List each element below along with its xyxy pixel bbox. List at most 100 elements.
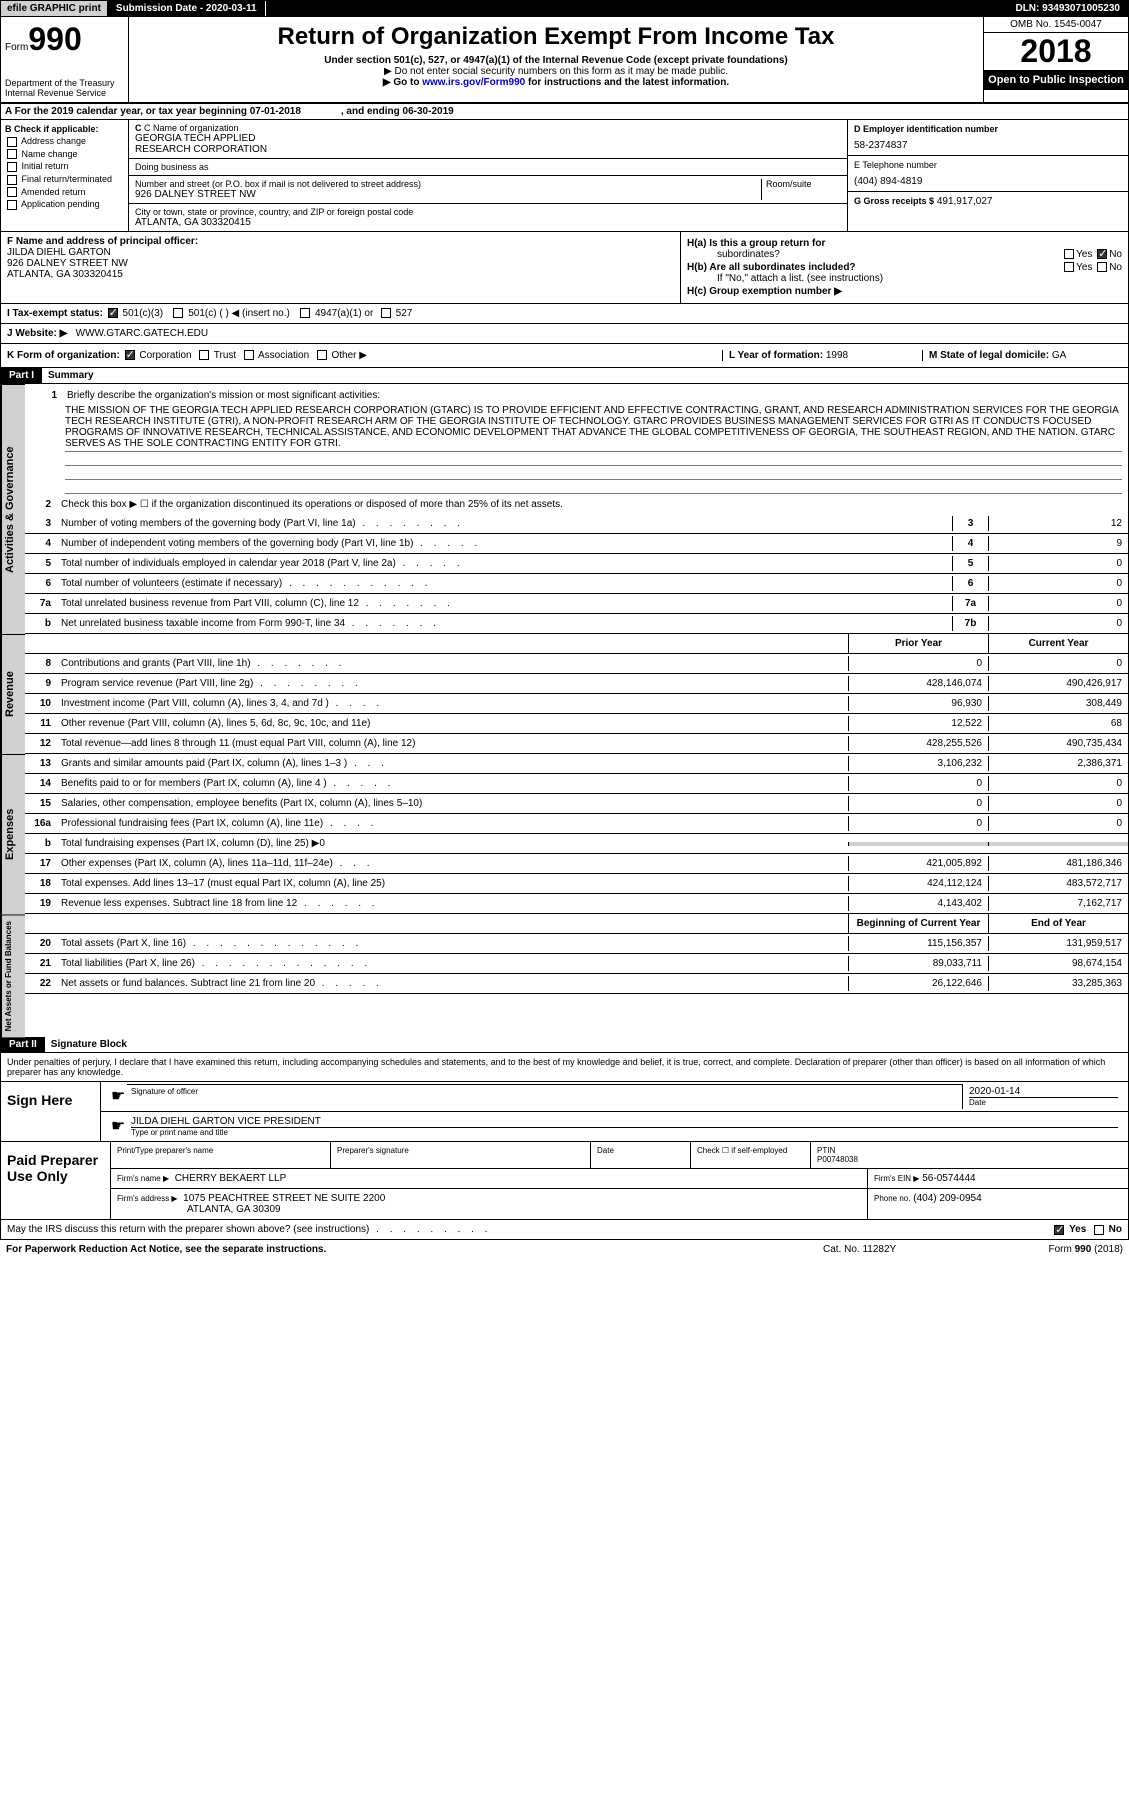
check-amended-return[interactable]: Amended return xyxy=(5,187,124,198)
k-l-m-row: K Form of organization: Corporation Trus… xyxy=(0,344,1129,368)
check-application-pending[interactable]: Application pending xyxy=(5,199,124,210)
dba-label: Doing business as xyxy=(135,162,841,172)
checkbox-icon[interactable] xyxy=(381,308,391,318)
website-value: WWW.GTARC.GATECH.EDU xyxy=(76,328,208,339)
side-tab-ag: Activities & Governance xyxy=(1,384,25,634)
line21-py: 89,033,711 xyxy=(848,956,988,971)
line7b-val: 0 xyxy=(988,616,1128,631)
line3-desc: Number of voting members of the governin… xyxy=(57,516,952,531)
addr-label: Number and street (or P.O. box if mail i… xyxy=(135,179,761,189)
checkbox-icon[interactable] xyxy=(199,350,209,360)
firm-phone-value: (404) 209-0954 xyxy=(913,1193,981,1204)
check-final-return[interactable]: Final return/terminated xyxy=(5,174,124,185)
c-name-label: C C Name of organization xyxy=(135,123,841,133)
part2-header: Part II Signature Block xyxy=(0,1037,1129,1053)
checkbox-icon[interactable] xyxy=(244,350,254,360)
entity-block: B Check if applicable: Address change Na… xyxy=(0,120,1129,232)
subtitle-ssn: ▶ Do not enter social security numbers o… xyxy=(135,66,977,77)
line-num: 2 xyxy=(25,497,57,512)
check-b-header: B Check if applicable: xyxy=(5,124,124,134)
line-num: 14 xyxy=(25,776,57,791)
phone-value: (404) 894-4819 xyxy=(854,176,1122,187)
check-address-change[interactable]: Address change xyxy=(5,136,124,147)
checkbox-icon[interactable] xyxy=(1097,262,1107,272)
line-num: 17 xyxy=(25,856,57,871)
dln: DLN: 93493071005230 xyxy=(1007,1,1128,16)
firm-addr2-value: ATLANTA, GA 30309 xyxy=(187,1204,861,1215)
checkbox-checked-icon[interactable] xyxy=(1097,249,1107,259)
current-year-hdr: Current Year xyxy=(988,634,1128,653)
city-label: City or town, state or province, country… xyxy=(135,207,841,217)
street-address: 926 DALNEY STREET NW xyxy=(135,189,761,200)
line22-cy: 33,285,363 xyxy=(988,976,1128,991)
gross-receipts-value: 491,917,027 xyxy=(937,196,993,207)
line14-py: 0 xyxy=(848,776,988,791)
i-label: I Tax-exempt status: xyxy=(7,308,103,319)
efile-graphic-print[interactable]: efile GRAPHIC print xyxy=(1,1,108,16)
line-num: 6 xyxy=(25,576,57,591)
line-num: 12 xyxy=(25,736,57,751)
form-header: Form990 Department of the Treasury Inter… xyxy=(0,17,1129,104)
line-num: 8 xyxy=(25,656,57,671)
check-name-change[interactable]: Name change xyxy=(5,149,124,160)
checkbox-icon[interactable] xyxy=(300,308,310,318)
line-num: 20 xyxy=(25,936,57,951)
pt-check-self-employed[interactable]: Check ☐ if self-employed xyxy=(691,1142,811,1168)
line20-cy: 131,959,517 xyxy=(988,936,1128,951)
pra-notice: For Paperwork Reduction Act Notice, see … xyxy=(6,1244,823,1255)
state-domicile: GA xyxy=(1052,350,1066,361)
firm-name-value: CHERRY BEKAERT LLP xyxy=(175,1173,287,1184)
j-label: J Website: ▶ xyxy=(7,328,67,339)
form-title: Return of Organization Exempt From Incom… xyxy=(135,23,977,51)
side-tab-expenses: Expenses xyxy=(1,754,25,914)
line3-val: 12 xyxy=(988,516,1128,531)
d-ein-label: D Employer identification number xyxy=(854,124,1122,134)
line-num: b xyxy=(25,616,57,631)
irs-link[interactable]: www.irs.gov/Form990 xyxy=(422,77,525,88)
org-name-1: GEORGIA TECH APPLIED xyxy=(135,133,841,144)
revenue-section: Revenue Prior Year Current Year 8 Contri… xyxy=(0,634,1129,754)
checkbox-checked-icon[interactable] xyxy=(125,350,135,360)
submission-date: Submission Date - 2020-03-11 xyxy=(108,1,266,16)
line16a-cy: 0 xyxy=(988,816,1128,831)
checkbox-icon[interactable] xyxy=(173,308,183,318)
checkbox-icon[interactable] xyxy=(1064,249,1074,259)
checkbox-checked-icon[interactable] xyxy=(108,308,118,318)
line17-py: 421,005,892 xyxy=(848,856,988,871)
sign-here-block: Sign Here ☛ Signature of officer 2020-01… xyxy=(0,1082,1129,1142)
line19-cy: 7,162,717 xyxy=(988,896,1128,911)
checkbox-checked-icon[interactable] xyxy=(1054,1225,1064,1235)
line10-cy: 308,449 xyxy=(988,696,1128,711)
irs-discuss-row: May the IRS discuss this return with the… xyxy=(0,1220,1129,1240)
line-num: 19 xyxy=(25,896,57,911)
line9-cy: 490,426,917 xyxy=(988,676,1128,691)
checkbox-icon xyxy=(7,187,17,197)
line9-py: 428,146,074 xyxy=(848,676,988,691)
line16b-shade xyxy=(848,842,988,846)
side-tab-net-assets: Net Assets or Fund Balances xyxy=(1,914,25,1037)
net-assets-section: Net Assets or Fund Balances Beginning of… xyxy=(0,914,1129,1037)
line10-py: 96,930 xyxy=(848,696,988,711)
top-bar-fill xyxy=(266,1,1008,16)
line-num: 4 xyxy=(25,536,57,551)
h-c-row: H(c) Group exemption number ▶ xyxy=(687,286,1122,297)
line3-ref: 3 xyxy=(952,516,988,531)
line13-cy: 2,386,371 xyxy=(988,756,1128,771)
line18-cy: 483,572,717 xyxy=(988,876,1128,891)
line13-py: 3,106,232 xyxy=(848,756,988,771)
check-initial-return[interactable]: Initial return xyxy=(5,161,124,172)
checkbox-icon[interactable] xyxy=(317,350,327,360)
checkbox-icon xyxy=(7,175,17,185)
prior-year-hdr: Prior Year xyxy=(848,634,988,653)
part2-title: Signature Block xyxy=(45,1037,133,1052)
h-b-row: H(b) Are all subordinates included? Yes … xyxy=(687,262,1122,284)
checkbox-icon[interactable] xyxy=(1094,1225,1104,1235)
subtitle-section: Under section 501(c), 527, or 4947(a)(1)… xyxy=(135,55,977,66)
line8-py: 0 xyxy=(848,656,988,671)
checkbox-icon[interactable] xyxy=(1064,262,1074,272)
dept-treasury: Department of the Treasury xyxy=(5,78,124,88)
paid-preparer-block: Paid Preparer Use Only Print/Type prepar… xyxy=(0,1142,1129,1220)
checkbox-icon xyxy=(7,149,17,159)
line7a-val: 0 xyxy=(988,596,1128,611)
activities-governance-section: Activities & Governance 1 Briefly descri… xyxy=(0,384,1129,634)
